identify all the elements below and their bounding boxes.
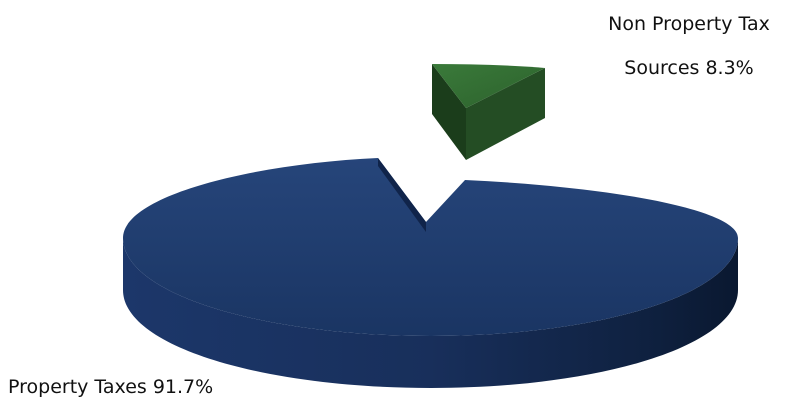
pie-slice-property-taxes-side — [123, 238, 738, 388]
pie-slice-non-property — [432, 64, 545, 160]
pie-slice-non-property-left-side — [432, 64, 466, 160]
pie-label-non-property-line1: Non Property Tax — [608, 13, 770, 35]
pie-slice-property-taxes — [123, 158, 738, 388]
pie-label-property-taxes: Property Taxes 91.7% — [8, 376, 213, 398]
pie-slice-non-property-top — [432, 64, 545, 108]
pie-slice-property-taxes-top — [123, 158, 738, 336]
pie-slice-non-property-right-side — [466, 68, 545, 160]
pie-slice-property-taxes-notch — [378, 158, 426, 232]
pie-label-non-property-line2: Sources 8.3% — [624, 57, 753, 79]
